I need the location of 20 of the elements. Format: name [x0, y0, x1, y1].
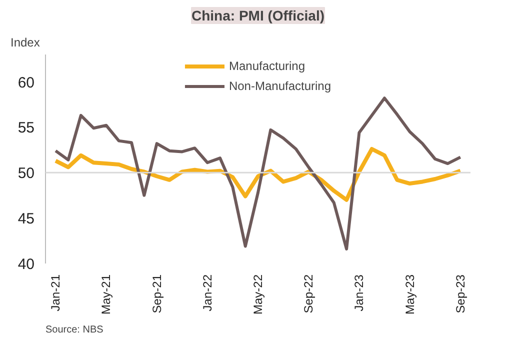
y-axis-title: Index: [10, 36, 40, 50]
x-tick-label: Jan-22: [200, 274, 214, 312]
x-tick-label: May-22: [251, 274, 265, 315]
y-tick-label: 45: [18, 210, 35, 228]
legend-label: Non-Manufacturing: [228, 79, 332, 93]
x-tick-label: May-21: [99, 274, 114, 315]
y-tick-label: 50: [18, 165, 35, 182]
source-note: Source: NBS: [46, 324, 104, 336]
x-tick-label: Jan-23: [352, 274, 366, 312]
x-tick-label: Sep-22: [302, 274, 316, 314]
y-tick-label: 60: [18, 74, 35, 92]
x-tick-label: May-23: [402, 274, 417, 315]
legend-label: Manufacturing: [228, 59, 306, 73]
x-tick-label: Sep-23: [453, 274, 468, 314]
y-tick-label: 40: [18, 256, 35, 273]
chart-title: China: PMI (Official): [192, 8, 324, 24]
y-tick-label: 55: [18, 120, 35, 137]
x-tick-label: Sep-21: [150, 274, 164, 314]
x-tick-label: Jan-21: [48, 274, 63, 312]
line-series: [54, 96, 462, 250]
